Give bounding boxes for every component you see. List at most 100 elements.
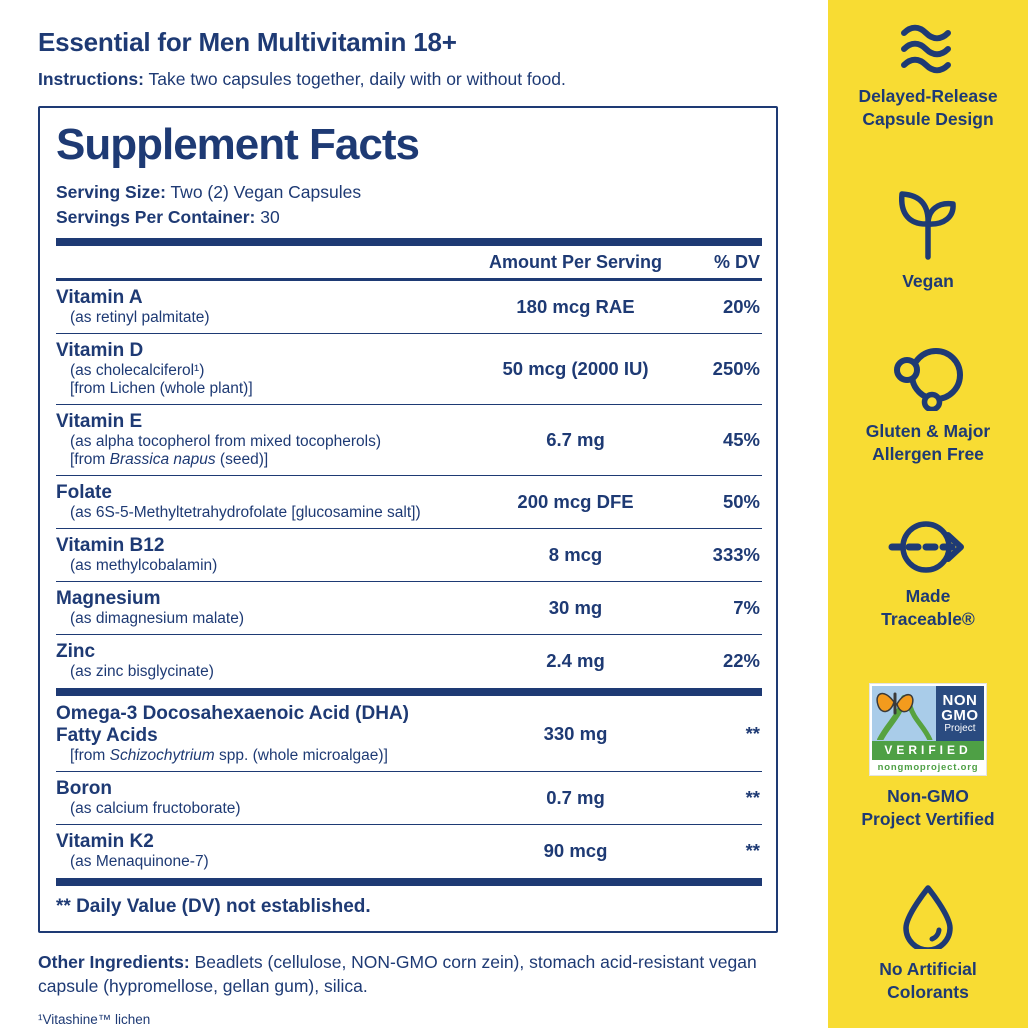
other-ingredients-text: Beadlets (cellulose, NON-GMO corn zein),… [38,952,757,996]
supplement-facts-panel: Supplement Facts Serving Size: Two (2) V… [38,106,778,933]
main-content: Essential for Men Multivitamin 18+ Instr… [38,27,778,1027]
nutrient-source-line: (as 6S-5-Methyltetrahydrofolate [glucosa… [70,504,473,522]
badge-url: nongmoproject.org [877,762,979,773]
percent-dv-value: 45% [722,428,760,450]
percent-dv-value: 333% [712,543,760,565]
nutrient-name-cell: Omega-3 Docosahexaenoic Acid (DHA) Fatty … [56,702,473,765]
badge-word-project: Project [944,722,976,734]
facts-title: Supplement Facts [56,120,420,169]
benefit-label-line: Traceable® [881,609,975,629]
nutrient-group-vitamins: Vitamin A (as retinyl palmitate) 180 mcg R… [56,281,762,687]
instructions-text: Take two capsules together, daily with o… [148,69,566,89]
benefit-item: Made Traceable® [881,518,975,631]
divider-medium [56,278,762,281]
amount-per-serving-value: 200 mcg DFE [517,490,634,512]
badge-top: NON GMO Project [872,686,984,741]
benefit-label-line: Colorants [887,982,969,1002]
nutrient-row: Vitamin E (as alpha tocopherol from mixed… [56,404,762,475]
source-text: (as dimagnesium malate) [70,610,245,627]
percent-dv-value: 22% [722,649,760,671]
nutrient-name-line: Vitamin E [56,411,143,432]
benefits-sidebar: Delayed-Release Capsule Design Vegan Glut… [828,0,1028,1028]
nutrient-name-cell: Vitamin B12 (as methylcobalamin) [56,534,473,575]
benefit-label-line: No Artificial [879,959,977,979]
source-text: [from Lichen (whole plant)] [70,380,253,397]
traceable-icon [888,521,964,573]
amount-per-serving-value: 180 mcg RAE [516,295,635,317]
nutrient-source-line: (as calcium fructoborate) [70,800,473,818]
amount-per-serving-value: 30 mg [548,596,603,618]
divider-thick [56,878,762,886]
nutrient-source-line: (as retinyl palmitate) [70,309,473,327]
badge-word-non: NON [942,691,978,709]
source-text: (as zinc bisglycinate) [70,663,214,680]
amount-per-serving-value: 330 mg [543,722,608,744]
instructions-label: Instructions: [38,69,144,89]
nutrient-source-line: [from Brassica napus (seed)] [70,451,473,469]
nutrient-name-cell: Vitamin K2 (as Menaquinone-7) [56,830,473,871]
serving-size-value: Two (2) Vegan Capsules [170,182,362,202]
benefit-item: Gluten & Major Allergen Free [866,345,990,466]
product-title: Essential for Men Multivitamin 18+ [38,27,457,57]
nutrient-row: Vitamin D (as cholecalciferol¹) [from Lich… [56,333,762,404]
servings-label: Servings Per Container: [56,206,256,227]
vitashine-footnote: ¹Vitashine™ lichen [38,1012,151,1027]
nutrient-row: Omega-3 Docosahexaenoic Acid (DHA) Fatty … [56,697,762,771]
benefit-label-line: Vegan [902,271,954,291]
nutrient-name-line: Vitamin B12 [56,535,165,556]
nutrient-source-line: (as alpha tocopherol from mixed tocopher… [70,433,473,451]
benefit-label-line: Project Vertified [861,809,995,829]
source-text: [from [70,451,110,468]
non-gmo-badge: NON GMO Project VERIFIED nongmoproject.org [869,683,987,776]
percent-dv-value: 50% [722,490,760,512]
nutrient-name-cell: Zinc (as zinc bisglycinate) [56,640,473,681]
percent-dv-value: ** [745,722,760,744]
droplet-icon [903,885,953,949]
benefit-label: Delayed-Release Capsule Design [858,85,997,131]
nutrient-row: Zinc (as zinc bisglycinate) 2.4 mg 22% [56,634,762,687]
nutrient-row: Folate (as 6S-5-Methyltetrahydrofolate [g… [56,475,762,528]
benefit-label: Vegan [902,270,954,293]
column-header-amount: Amount Per Serving [488,252,663,272]
benefit-label-line: Delayed-Release [858,86,998,106]
source-text: (as alpha tocopherol from mixed tocopher… [70,433,382,450]
source-text: (seed)] [215,451,269,468]
nutrient-source-line: (as Menaquinone-7) [70,853,473,871]
percent-dv-value: 20% [722,295,760,317]
nutrient-name-line: Vitamin D [56,340,144,361]
nutrient-name-line: Magnesium [56,588,161,609]
benefit-label-line: Allergen Free [872,444,984,464]
nutrient-name-line: Omega-3 Docosahexaenoic Acid (DHA) [56,703,409,724]
instructions: Instructions: Take two capsules together… [38,67,778,91]
source-text: (as calcium fructoborate) [70,800,241,817]
nutrient-source-line: (as cholecalciferol¹) [70,362,473,380]
other-ingredients: Other Ingredients: Beadlets (cellulose, … [38,950,778,998]
nutrient-name-line: Folate [56,482,112,503]
percent-dv-value: ** [745,839,760,861]
nutrient-name-line: Boron [56,778,112,799]
badge-word-gmo: GMO [941,706,979,724]
waves-icon [901,24,951,74]
servings-per-container: Servings Per Container: 30 [56,205,762,230]
nutrient-source-line: (as methylcobalamin) [70,557,473,575]
benefit-label: No Artificial Colorants [879,958,977,1004]
nutrient-name-line: Fatty Acids [56,725,158,746]
nutrient-source-line: [from Schizochytrium spp. (whole microal… [70,747,473,765]
serving-size: Serving Size: Two (2) Vegan Capsules [56,180,762,205]
nutrient-name-cell: Magnesium (as dimagnesium malate) [56,587,473,628]
benefit-item: Delayed-Release Capsule Design [858,22,998,131]
benefit-label: Made Traceable® [881,585,975,631]
source-text: (as 6S-5-Methyltetrahydrofolate [glucosa… [70,504,421,521]
nutrient-source-line: (as zinc bisglycinate) [70,663,473,681]
benefit-label: Non-GMO Project Vertified [861,785,994,831]
allergen-free-icon [893,348,963,411]
latin-name: Brassica napus [109,451,216,468]
source-text: (as cholecalciferol¹) [70,362,205,379]
amount-per-serving-value: 2.4 mg [546,649,605,671]
amount-per-serving-value: 6.7 mg [546,428,605,450]
nutrient-name-cell: Vitamin D (as cholecalciferol¹) [from Lich… [56,339,473,398]
table-header-row: Amount Per Serving % DV [56,246,762,278]
percent-dv-value: ** [745,786,760,808]
amount-per-serving-value: 8 mcg [548,543,603,565]
